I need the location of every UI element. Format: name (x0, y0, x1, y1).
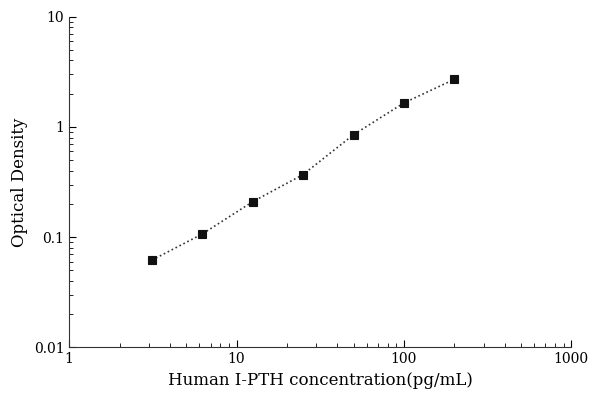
X-axis label: Human I-PTH concentration(pg/mL): Human I-PTH concentration(pg/mL) (168, 372, 473, 389)
Y-axis label: Optical Density: Optical Density (11, 117, 28, 247)
